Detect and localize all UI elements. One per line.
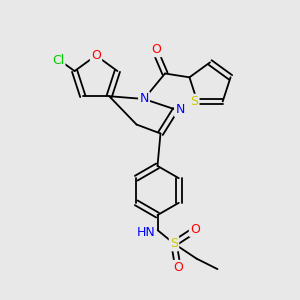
Text: O: O bbox=[190, 223, 200, 236]
Text: O: O bbox=[151, 43, 161, 56]
Text: HN: HN bbox=[137, 226, 155, 239]
Text: S: S bbox=[190, 95, 198, 108]
Text: O: O bbox=[91, 49, 101, 62]
Text: O: O bbox=[174, 261, 183, 274]
Text: S: S bbox=[170, 237, 178, 250]
Text: N: N bbox=[139, 92, 149, 106]
Text: N: N bbox=[175, 103, 185, 116]
Text: Cl: Cl bbox=[52, 54, 64, 67]
